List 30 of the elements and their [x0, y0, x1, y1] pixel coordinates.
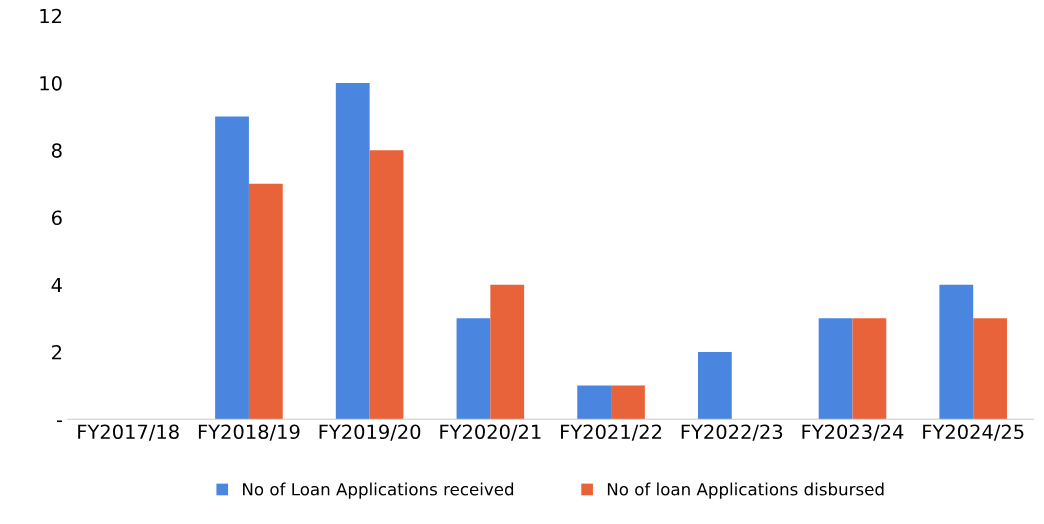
y-tick-label: 12 [40, 8, 62, 24]
bar [248, 183, 283, 420]
y-tick-label: 6 [51, 210, 62, 226]
y-tick-label: 10 [40, 75, 62, 91]
x-tick-label: FY2021/22 [561, 424, 662, 441]
bar [611, 385, 645, 420]
bar [490, 284, 525, 420]
x-tick-label: FY2019/20 [319, 424, 421, 441]
x-tick-label: FY2017/18 [78, 424, 179, 441]
bar [973, 318, 1007, 420]
y-tick-label: 8 [51, 143, 62, 158]
x-tick-label: FY2024/25 [923, 424, 1024, 441]
bar [697, 351, 732, 420]
bar [939, 284, 974, 420]
legend-label: No of loan Applications disbursed [607, 482, 884, 499]
bar [852, 318, 887, 420]
bar [369, 150, 404, 420]
y-tick-label: - [56, 420, 63, 423]
x-tick-label: FY2023/24 [802, 424, 904, 441]
x-tick-label: FY2018/19 [198, 424, 300, 441]
y-tick-label: 4 [51, 277, 62, 293]
x-tick-label: FY2022/23 [681, 424, 783, 441]
x-tick-label: FY2020/21 [440, 424, 541, 441]
bar [577, 385, 612, 420]
y-tick-label: 2 [52, 344, 62, 360]
bar [335, 82, 370, 420]
bar [215, 116, 249, 420]
bar [818, 318, 853, 420]
legend-label: No of Loan Applications received [243, 482, 514, 499]
bar [456, 318, 491, 420]
